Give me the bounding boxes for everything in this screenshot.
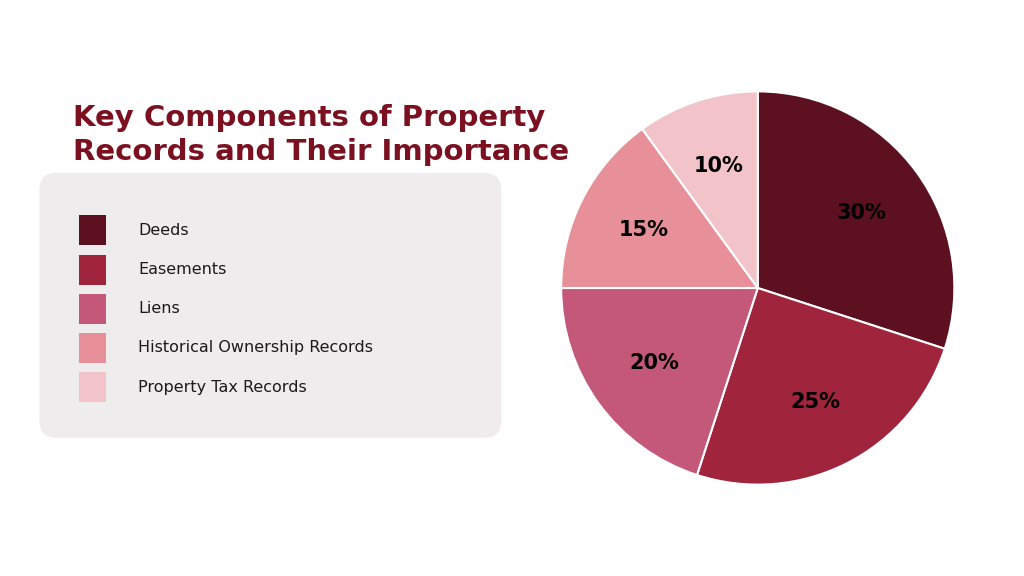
Text: Key Components of Property
Records and Their Importance: Key Components of Property Records and T… <box>74 104 569 166</box>
Wedge shape <box>561 288 758 475</box>
Text: Property Tax Records: Property Tax Records <box>138 380 307 395</box>
Text: Deeds: Deeds <box>138 223 188 238</box>
Wedge shape <box>758 92 954 348</box>
FancyBboxPatch shape <box>79 215 105 245</box>
Text: 30%: 30% <box>837 203 886 223</box>
FancyBboxPatch shape <box>79 372 105 402</box>
Text: 20%: 20% <box>630 353 679 373</box>
Text: Easements: Easements <box>138 262 226 277</box>
FancyBboxPatch shape <box>79 255 105 285</box>
Wedge shape <box>697 288 945 484</box>
Wedge shape <box>642 92 758 288</box>
Text: 10%: 10% <box>693 157 743 176</box>
FancyBboxPatch shape <box>79 294 105 324</box>
Text: 15%: 15% <box>618 220 669 240</box>
FancyBboxPatch shape <box>40 173 502 438</box>
Wedge shape <box>561 129 758 288</box>
FancyBboxPatch shape <box>79 333 105 363</box>
Text: Historical Ownership Records: Historical Ownership Records <box>138 340 373 355</box>
Text: Liens: Liens <box>138 301 180 316</box>
Text: 25%: 25% <box>791 392 841 412</box>
